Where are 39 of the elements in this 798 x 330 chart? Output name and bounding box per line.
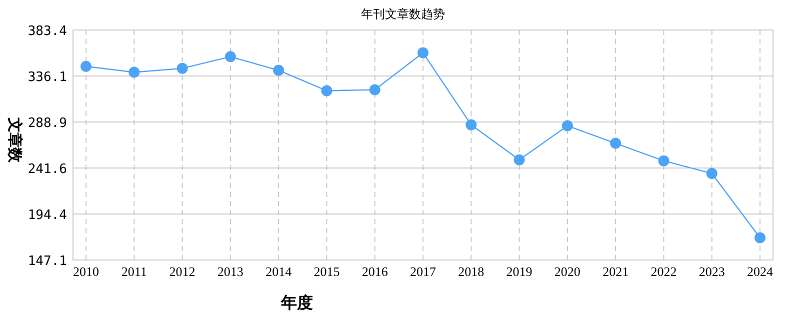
point [418,47,428,58]
point [80,60,92,72]
x-tick-label: 2019 [506,264,532,279]
x-tick-label: 2020 [554,264,580,279]
point [466,119,477,130]
x-axis-title: 年度 [280,293,313,312]
x-tick-label: 2017 [410,264,436,279]
point [369,84,380,96]
x-tick-label: 2022 [650,264,677,279]
x-tick-label: 2011 [121,264,147,279]
y-tick-label: 241.6 [28,162,67,178]
x-tick-label: 2016 [362,264,388,279]
point [658,155,670,166]
point [224,51,236,62]
y-tick-label: 194.4 [28,208,68,223]
x-tick-label: 2021 [602,264,629,279]
point [562,120,573,132]
x-tick-label: 2010 [73,264,99,279]
y-tick-label: 383.4 [28,24,68,39]
x-tick-label: 2012 [169,264,196,279]
chart-title: 年刊文章数趋势 [361,7,445,21]
x-tick-label: 2024 [747,264,774,279]
y-tick-label: 147.1 [28,254,67,269]
y-tick-label: 288.9 [28,116,67,131]
x-tick-label: 2014 [266,264,292,279]
point [321,85,332,96]
point [706,168,718,179]
y-tick-label: 336.1 [28,70,67,86]
x-tick-label: 2018 [458,264,484,279]
point [610,138,622,149]
point [514,154,525,166]
point [273,64,284,76]
point [128,66,140,78]
y-axis-title: 文章数 [6,116,24,164]
x-tick-label: 2013 [217,264,244,279]
x-tick-label: 2023 [698,264,725,279]
point [176,62,188,74]
point [754,232,766,244]
x-tick-label: 2015 [314,264,340,279]
